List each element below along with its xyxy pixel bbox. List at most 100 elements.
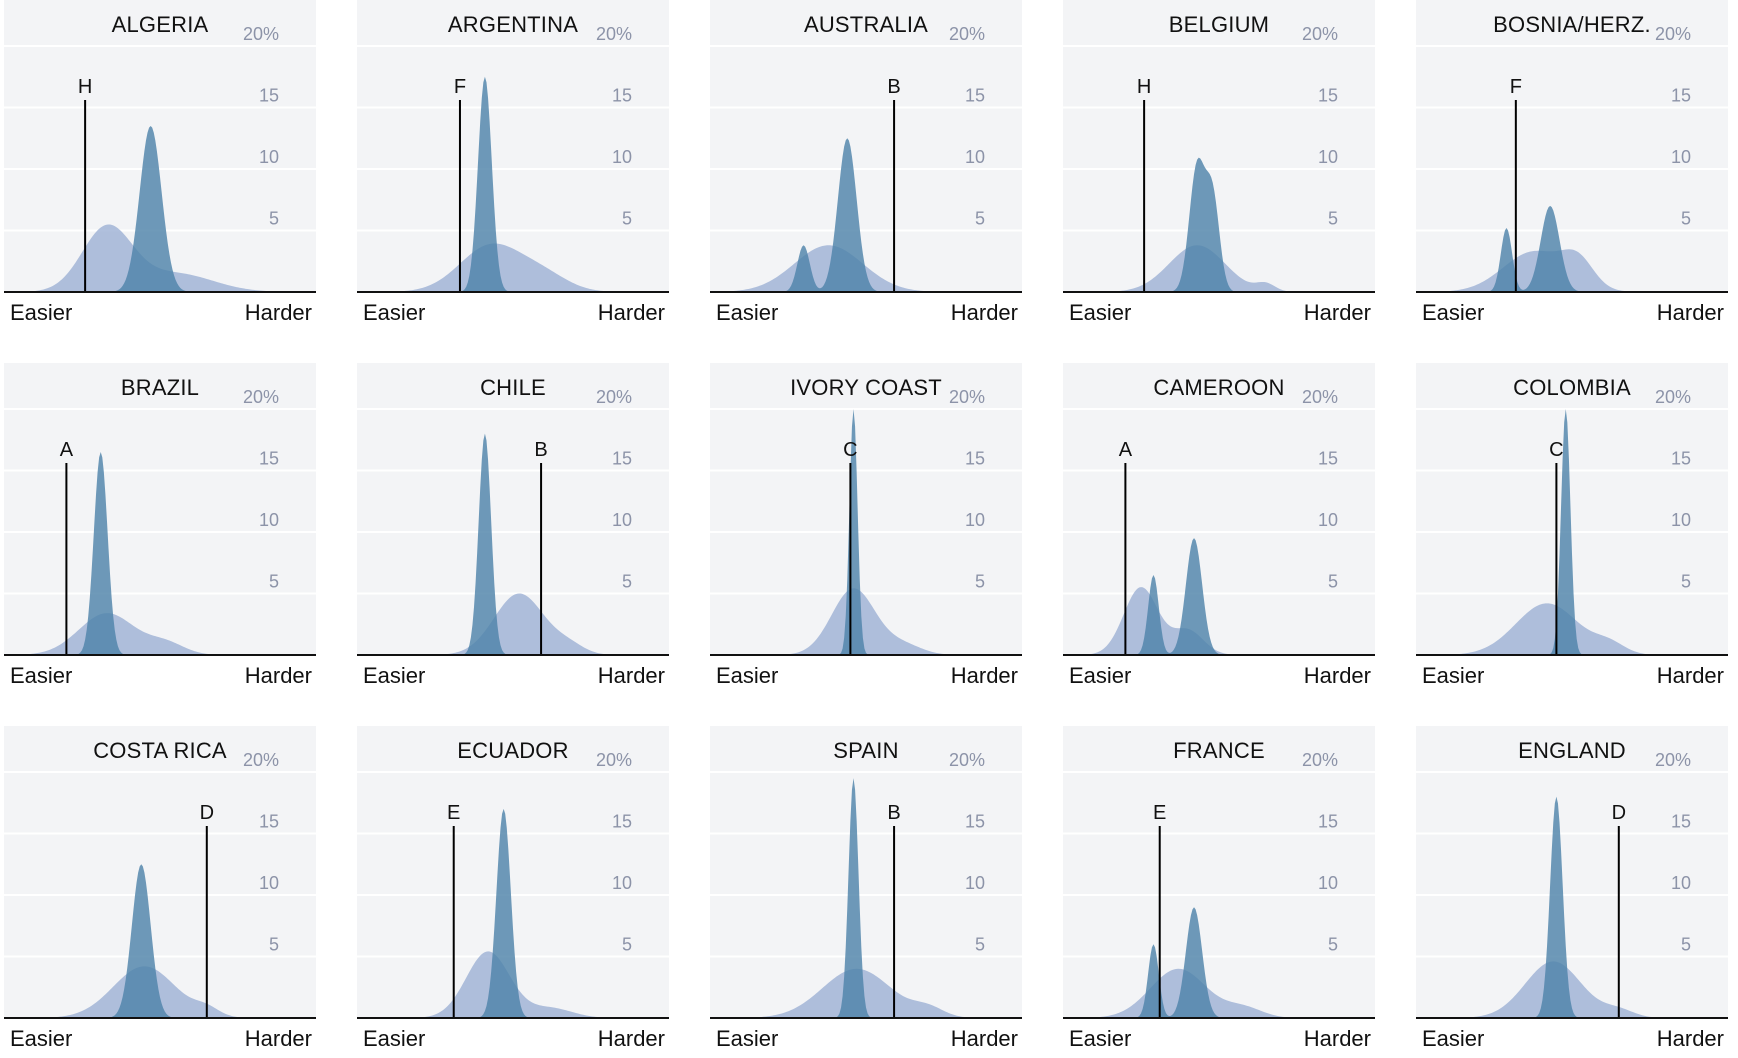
- series-broad-area: [1063, 968, 1375, 1018]
- plot-background: [4, 363, 316, 655]
- y-tick-label: 10: [965, 510, 985, 530]
- x-axis-label-harder: Harder: [1303, 300, 1371, 325]
- series-broad-area: [1416, 961, 1728, 1018]
- density-plot: 20% 15 10 5 C: [1416, 387, 1728, 656]
- group-marker-label: D: [1612, 802, 1626, 824]
- x-axis-label-easier: Easier: [363, 300, 426, 325]
- y-tick-label: 10: [1671, 147, 1691, 167]
- x-axis-label-easier: Easier: [363, 1026, 426, 1051]
- y-tick-label: 5: [1328, 572, 1338, 592]
- density-plot: 20% 15 10 5 D: [4, 750, 316, 1019]
- density-plot: 20% 15 10 5 F: [1416, 24, 1728, 293]
- y-tick-label: 5: [622, 572, 632, 592]
- chart-title: ENGLAND: [1518, 738, 1626, 763]
- x-axis-label-harder: Harder: [244, 663, 312, 688]
- y-tick-label: 10: [259, 147, 279, 167]
- chart-panel: 20% 15 10 5 B CHILE Easier Harder: [357, 363, 669, 693]
- group-marker-label: E: [447, 802, 460, 824]
- plot-background: [710, 0, 1022, 292]
- y-tick-label: 10: [612, 510, 632, 530]
- y-tick-label: 5: [269, 572, 279, 592]
- series-sharp-area: [4, 125, 316, 292]
- plot-background: [710, 726, 1022, 1018]
- chart-title: BELGIUM: [1168, 12, 1270, 37]
- y-tick-label: 15: [965, 812, 985, 832]
- density-plot: 20% 15 10 5 E: [1063, 750, 1375, 1019]
- group-marker-label: D: [200, 802, 214, 824]
- chart-panel: 20% 15 10 5 F BOSNIA/HERZ. Easier Harder: [1416, 0, 1728, 330]
- series-broad-area: [1063, 587, 1375, 655]
- x-axis-label-harder: Harder: [1656, 300, 1724, 325]
- density-plot: 20% 15 10 5 B: [357, 387, 669, 656]
- y-tick-label: 10: [1671, 873, 1691, 893]
- group-marker-label: B: [887, 76, 900, 98]
- y-tick-label: 15: [1318, 812, 1338, 832]
- plot-background: [1416, 0, 1728, 292]
- group-marker-label: B: [887, 802, 900, 824]
- x-axis-label-easier: Easier: [10, 300, 73, 325]
- chart-title: ARGENTINA: [447, 12, 579, 37]
- y-tick-label: 20%: [243, 750, 279, 770]
- y-tick-label: 20%: [596, 24, 632, 44]
- y-tick-label: 15: [1671, 449, 1691, 469]
- group-marker-label: C: [843, 439, 857, 461]
- y-tick-label: 5: [975, 572, 985, 592]
- plot-background: [357, 0, 669, 292]
- series-broad-area: [4, 224, 316, 292]
- group-marker-label: C: [1549, 439, 1563, 461]
- x-axis-label-easier: Easier: [363, 663, 426, 688]
- chart-title: BRAZIL: [120, 375, 200, 400]
- chart-title: SPAIN: [833, 738, 899, 763]
- x-axis-label-harder: Harder: [950, 1026, 1018, 1051]
- series-sharp-area: [357, 808, 669, 1018]
- group-marker-label: H: [1137, 76, 1151, 98]
- density-plot: 20% 15 10 5 C: [710, 387, 1022, 656]
- chart-panel: 20% 15 10 5 D COSTA RICA Easier Harder: [4, 726, 316, 1056]
- chart-panel: 20% 15 10 5 H ALGERIA Easier Harder: [4, 0, 316, 330]
- density-plot: 20% 15 10 5 H: [1063, 24, 1375, 293]
- series-broad-area: [357, 243, 669, 292]
- y-tick-label: 5: [975, 935, 985, 955]
- group-marker-label: A: [1119, 439, 1133, 461]
- x-axis-label-easier: Easier: [1069, 1026, 1132, 1051]
- plot-background: [1063, 363, 1375, 655]
- y-tick-label: 20%: [243, 24, 279, 44]
- y-tick-label: 20%: [949, 387, 985, 407]
- density-plot: 20% 15 10 5 F: [357, 24, 669, 293]
- series-sharp-area: [1416, 409, 1728, 655]
- density-plot: 20% 15 10 5 E: [357, 750, 669, 1019]
- group-marker-label: B: [534, 439, 547, 461]
- chart-title: CAMEROON: [1153, 375, 1285, 400]
- x-axis-label-easier: Easier: [1422, 300, 1485, 325]
- density-plot: 20% 15 10 5 A: [1063, 387, 1375, 656]
- density-plot: 20% 15 10 5 H: [4, 24, 316, 293]
- plot-background: [4, 726, 316, 1018]
- y-tick-label: 15: [1318, 449, 1338, 469]
- y-tick-label: 5: [1681, 935, 1691, 955]
- x-axis-label-harder: Harder: [244, 300, 312, 325]
- x-axis-label-harder: Harder: [597, 300, 665, 325]
- chart-panel: 20% 15 10 5 C IVORY COAST Easier Harder: [710, 363, 1022, 693]
- x-axis-label-easier: Easier: [1069, 663, 1132, 688]
- x-axis-label-easier: Easier: [10, 1026, 73, 1051]
- y-tick-label: 15: [259, 86, 279, 106]
- chart-panel: 20% 15 10 5 F ARGENTINA Easier Harder: [357, 0, 669, 330]
- y-tick-label: 10: [1318, 510, 1338, 530]
- plot-background: [1063, 726, 1375, 1018]
- y-tick-label: 10: [1318, 147, 1338, 167]
- y-tick-label: 15: [259, 812, 279, 832]
- chart-panel: 20% 15 10 5 B SPAIN Easier Harder: [710, 726, 1022, 1056]
- y-tick-label: 20%: [1655, 750, 1691, 770]
- y-tick-label: 10: [259, 510, 279, 530]
- x-axis-label-easier: Easier: [716, 1026, 779, 1051]
- chart-panel: 20% 15 10 5 E FRANCE Easier Harder: [1063, 726, 1375, 1056]
- y-tick-label: 10: [965, 873, 985, 893]
- x-axis-label-easier: Easier: [716, 663, 779, 688]
- group-marker-label: H: [78, 76, 92, 98]
- series-sharp-area: [1063, 538, 1375, 655]
- chart-title: BOSNIA/HERZ.: [1493, 12, 1651, 37]
- x-axis-label-harder: Harder: [244, 1026, 312, 1051]
- y-tick-label: 5: [1328, 935, 1338, 955]
- chart-title: COLOMBIA: [1513, 375, 1631, 400]
